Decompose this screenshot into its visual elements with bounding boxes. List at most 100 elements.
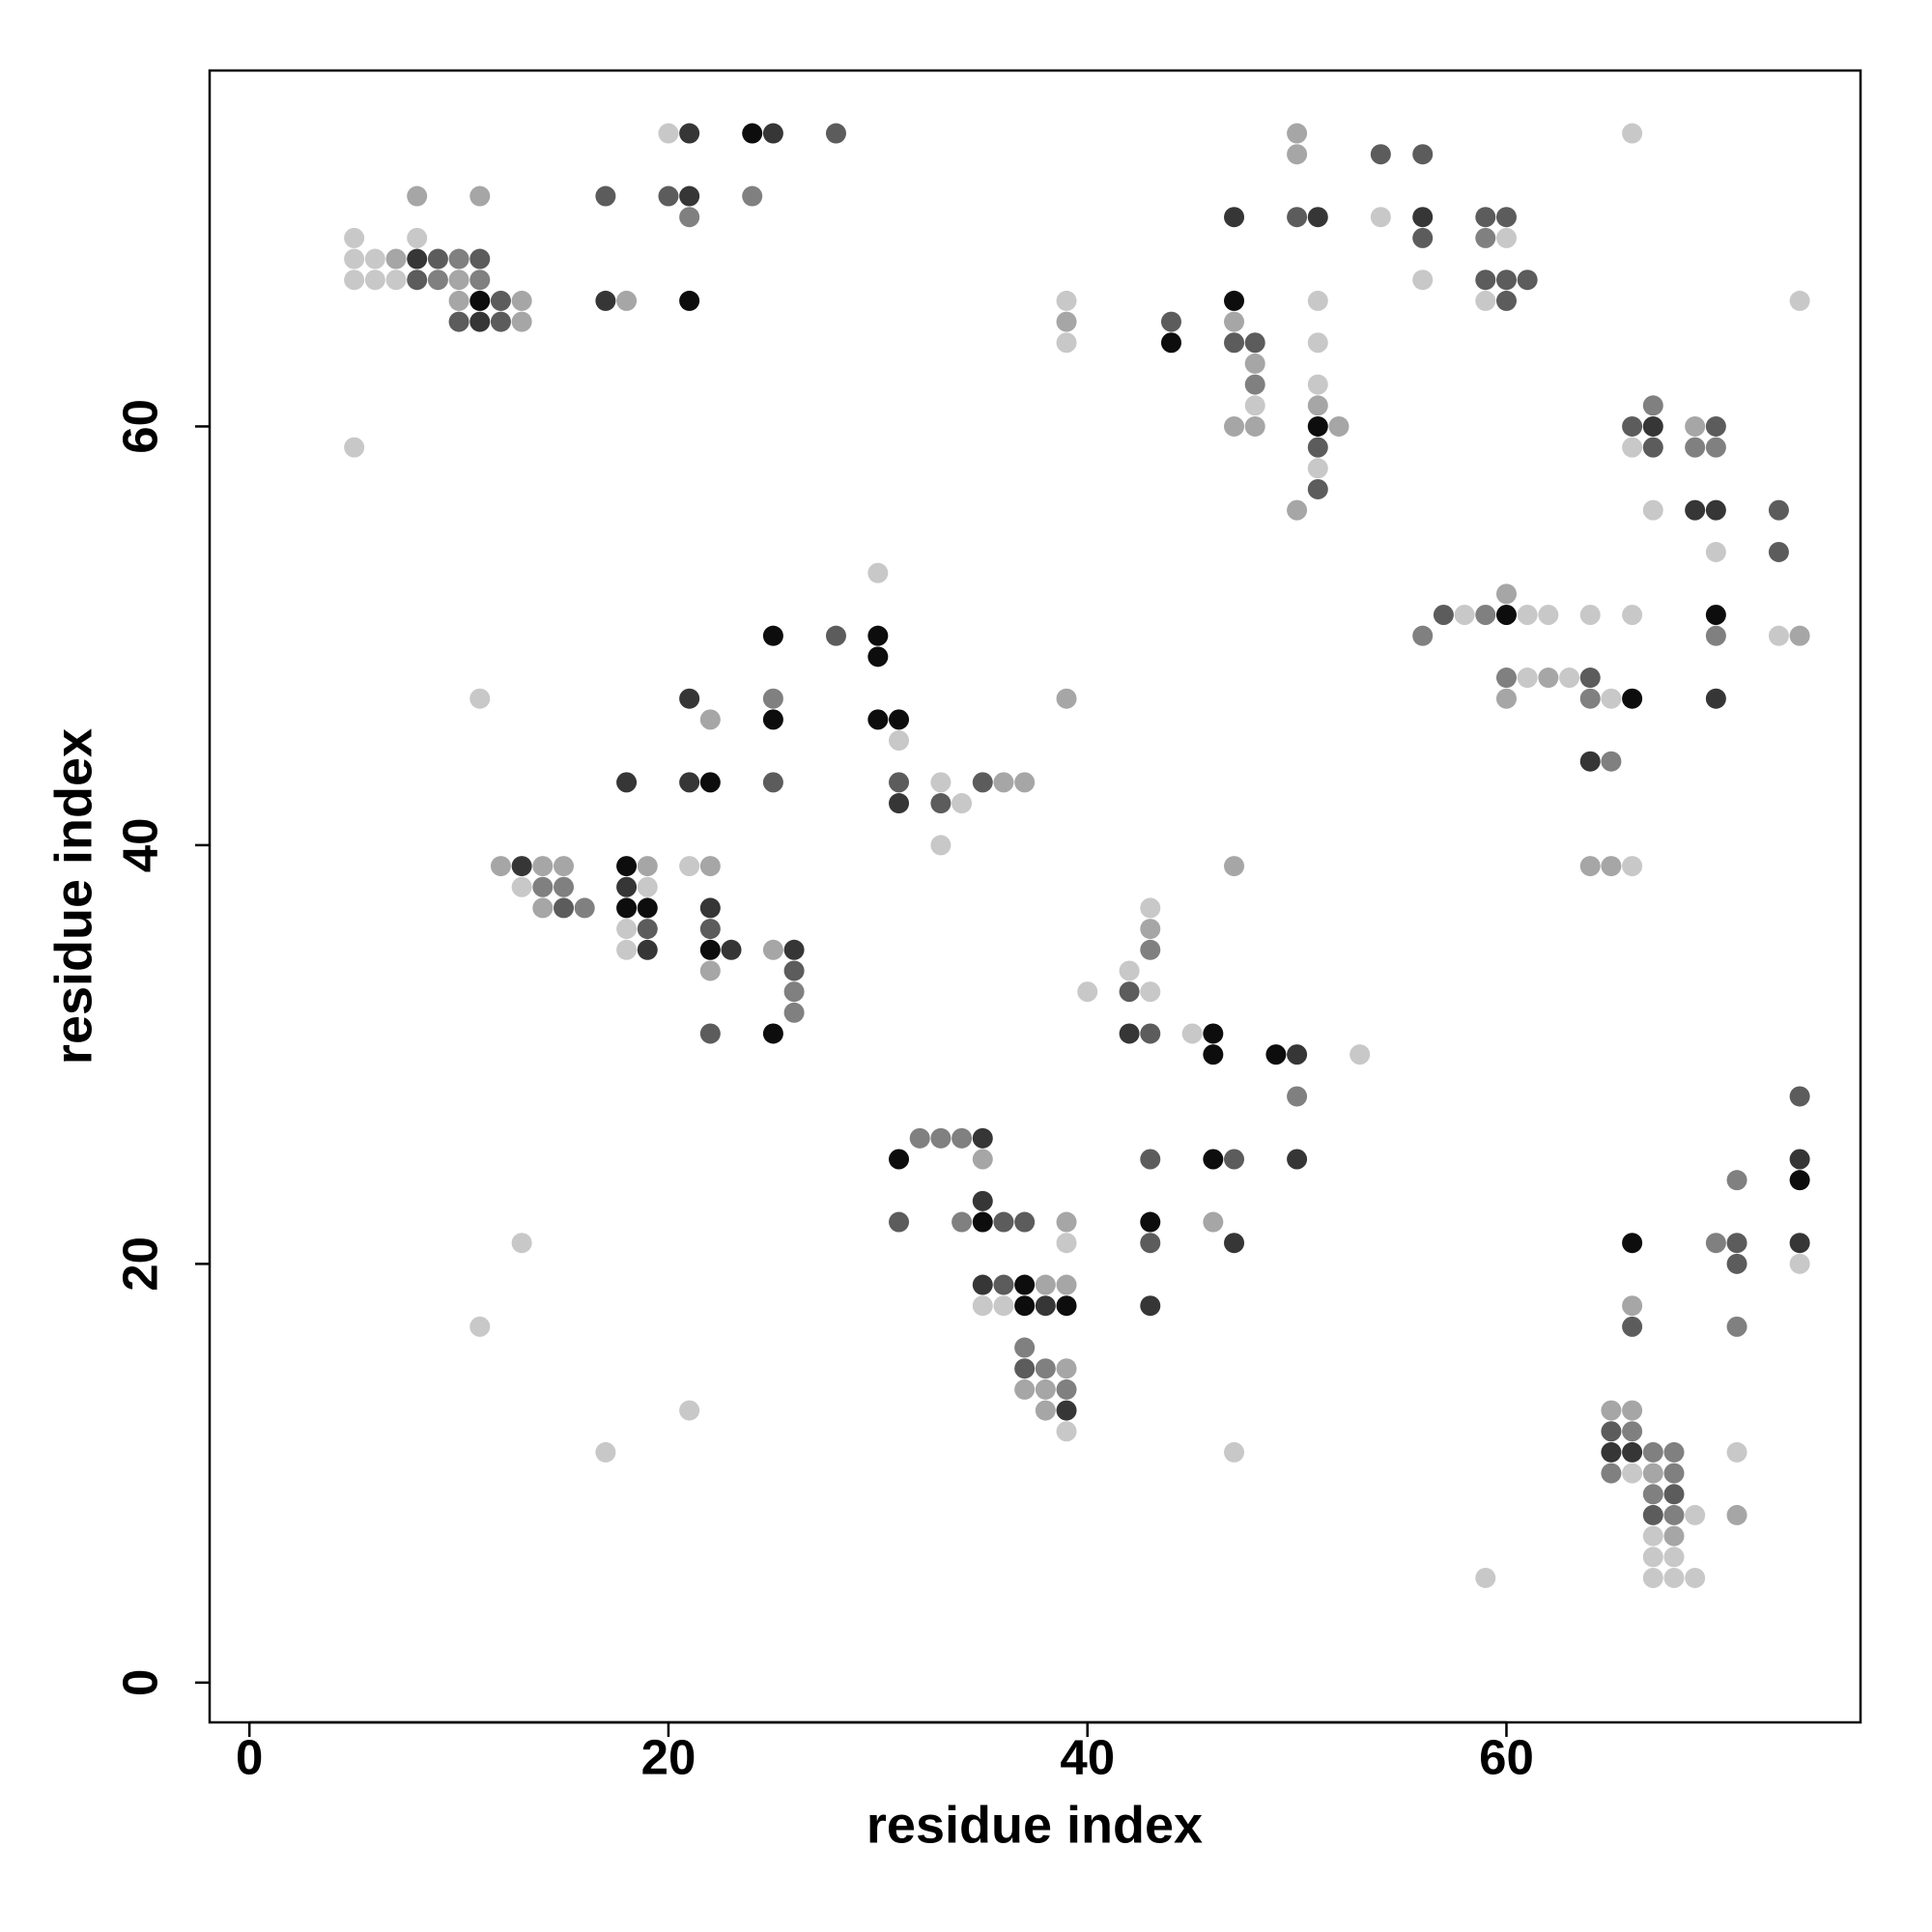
contact-point bbox=[554, 876, 575, 897]
contact-point bbox=[1642, 1567, 1663, 1588]
contact-point bbox=[1663, 1567, 1685, 1588]
plot-frame bbox=[208, 69, 1862, 1724]
contact-point bbox=[616, 897, 638, 919]
contact-point bbox=[1768, 541, 1789, 562]
contact-point bbox=[1140, 981, 1161, 1003]
contact-point bbox=[1663, 1504, 1685, 1525]
contact-point bbox=[1495, 688, 1517, 709]
contact-point bbox=[1119, 960, 1140, 981]
contact-point bbox=[972, 1274, 993, 1295]
contact-point bbox=[344, 437, 365, 458]
contact-point bbox=[762, 625, 783, 646]
contact-point bbox=[1203, 1211, 1224, 1233]
x-tick-label: 40 bbox=[1060, 1729, 1115, 1784]
y-tick-label: 0 bbox=[112, 1669, 167, 1696]
contact-point bbox=[1685, 1504, 1706, 1525]
contact-point bbox=[1705, 625, 1726, 646]
contact-point bbox=[972, 772, 993, 793]
contact-point bbox=[616, 856, 638, 877]
contact-point bbox=[1768, 625, 1789, 646]
contact-point bbox=[1475, 604, 1496, 625]
contact-point bbox=[1307, 437, 1328, 458]
contact-point bbox=[679, 207, 700, 228]
contact-point bbox=[554, 856, 575, 877]
contact-point bbox=[1307, 478, 1328, 499]
contact-point bbox=[679, 772, 700, 793]
contact-point bbox=[1412, 207, 1434, 228]
contact-point bbox=[1642, 1547, 1663, 1568]
contact-point bbox=[889, 772, 910, 793]
contact-point bbox=[930, 793, 952, 814]
contact-point bbox=[469, 248, 491, 270]
contact-point bbox=[658, 185, 679, 207]
contact-point bbox=[1789, 1170, 1810, 1191]
contact-point bbox=[490, 856, 511, 877]
contact-point bbox=[699, 772, 721, 793]
contact-point bbox=[1495, 583, 1517, 605]
contact-point bbox=[699, 1023, 721, 1044]
contact-point bbox=[1119, 1023, 1140, 1044]
contact-point bbox=[1642, 1441, 1663, 1463]
contact-point bbox=[1642, 1463, 1663, 1484]
contact-point bbox=[595, 1441, 616, 1463]
contact-point bbox=[616, 876, 638, 897]
contact-point bbox=[1663, 1463, 1685, 1484]
contact-point bbox=[1224, 1441, 1245, 1463]
contact-point bbox=[469, 290, 491, 311]
contact-point bbox=[972, 1190, 993, 1211]
contact-point bbox=[1244, 353, 1265, 374]
contact-point bbox=[1035, 1295, 1056, 1317]
contact-point bbox=[1056, 311, 1077, 332]
contact-point bbox=[1789, 625, 1810, 646]
contact-point bbox=[889, 730, 910, 752]
contact-point bbox=[1601, 1400, 1622, 1421]
contact-point bbox=[1601, 1421, 1622, 1442]
contact-point bbox=[637, 939, 658, 960]
contact-point bbox=[637, 919, 658, 940]
contact-point bbox=[1685, 499, 1706, 521]
contact-point bbox=[1140, 919, 1161, 940]
contact-point bbox=[1789, 290, 1810, 311]
contact-point bbox=[1642, 1484, 1663, 1505]
contact-point bbox=[469, 270, 491, 291]
contact-point bbox=[1224, 415, 1245, 437]
contact-point bbox=[616, 939, 638, 960]
contact-point bbox=[1035, 1274, 1056, 1295]
contact-point bbox=[679, 1400, 700, 1421]
contact-point bbox=[1077, 981, 1098, 1003]
contact-point bbox=[1726, 1253, 1747, 1274]
contact-point bbox=[1663, 1484, 1685, 1505]
contact-point bbox=[762, 123, 783, 144]
contact-point bbox=[1119, 981, 1140, 1003]
contact-point bbox=[762, 939, 783, 960]
contact-point bbox=[385, 248, 407, 270]
contact-point bbox=[616, 772, 638, 793]
contact-point bbox=[993, 772, 1014, 793]
contact-point bbox=[616, 290, 638, 311]
contact-point bbox=[1307, 458, 1328, 479]
contact-point bbox=[364, 270, 385, 291]
contact-point bbox=[1014, 1337, 1036, 1358]
contact-point bbox=[1287, 1086, 1308, 1107]
contact-point bbox=[364, 248, 385, 270]
contact-point bbox=[1622, 604, 1643, 625]
contact-point bbox=[1622, 415, 1643, 437]
contact-point bbox=[1622, 856, 1643, 877]
contact-point bbox=[344, 227, 365, 248]
contact-point bbox=[1705, 1233, 1726, 1254]
contact-point bbox=[490, 290, 511, 311]
contact-point bbox=[679, 185, 700, 207]
contact-point bbox=[1454, 604, 1475, 625]
contact-point bbox=[1663, 1547, 1685, 1568]
y-tick-label: 60 bbox=[112, 399, 167, 454]
contact-point bbox=[407, 248, 428, 270]
contact-point bbox=[554, 897, 575, 919]
contact-point bbox=[721, 939, 742, 960]
contact-point bbox=[1140, 1211, 1161, 1233]
contact-point bbox=[1307, 332, 1328, 354]
contact-point bbox=[1244, 415, 1265, 437]
contact-point bbox=[679, 290, 700, 311]
contact-point bbox=[1350, 1044, 1371, 1065]
